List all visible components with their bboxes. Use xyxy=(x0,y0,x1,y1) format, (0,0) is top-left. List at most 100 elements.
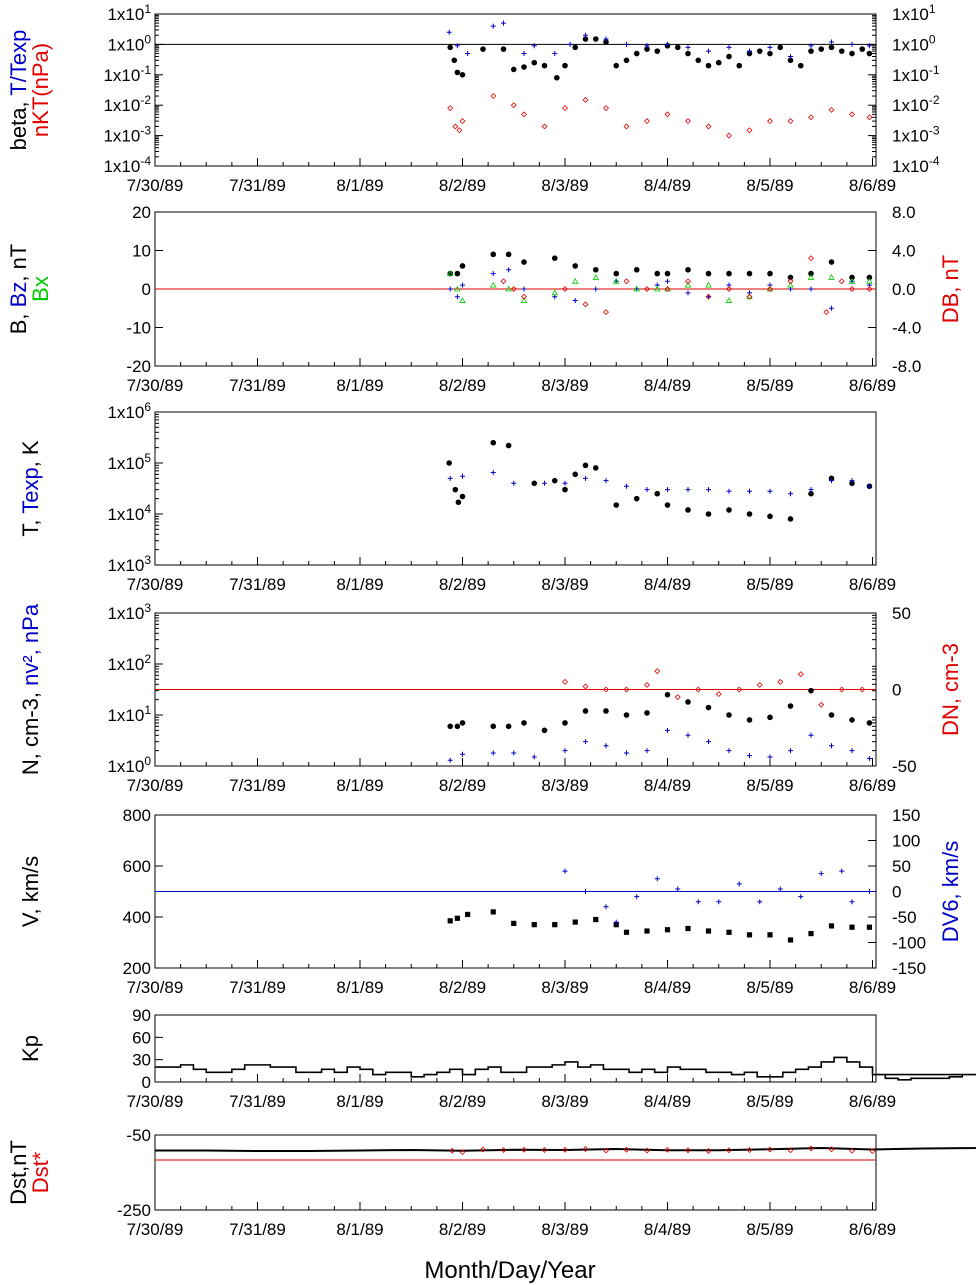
series-bx-point-5 xyxy=(520,297,528,303)
series-n-point-1 xyxy=(454,723,461,730)
x-tick-label: 8/1/89 xyxy=(336,575,383,594)
series-dst-line xyxy=(155,1146,976,1152)
y2-tick-label: 8.0 xyxy=(892,203,916,222)
series-beta-point-37 xyxy=(828,44,835,51)
series-n-point-21 xyxy=(849,717,855,723)
series-db-nt-point-5 xyxy=(603,309,609,316)
y-tick-label: 0 xyxy=(142,1073,151,1092)
series-bx-point-22 xyxy=(866,277,873,284)
y2-axis-title: DN, cm-3 xyxy=(938,643,963,736)
series-b-point-10 xyxy=(633,266,640,273)
series-texp-point-6 xyxy=(583,475,588,481)
x-tick-label: 8/4/89 xyxy=(644,1092,691,1111)
y-tick-label: -20 xyxy=(126,357,151,376)
series-t-texp-point-17 xyxy=(747,48,752,54)
series-beta-point-6 xyxy=(510,66,517,73)
series-beta-point-34 xyxy=(797,62,804,69)
y-tick-label: -50 xyxy=(126,1126,151,1145)
series-dn-cm-3-point-13 xyxy=(818,701,825,708)
series-nkt-npa--point-20 xyxy=(808,114,814,121)
series-n-point-0 xyxy=(447,723,454,730)
series-t-point-3 xyxy=(459,493,466,500)
series-db-nt-point-14 xyxy=(787,278,794,285)
y2-tick-label: 100 xyxy=(892,832,920,851)
series-n-point-20 xyxy=(828,712,835,718)
x-tick-label: 8/1/89 xyxy=(336,376,383,395)
series-nv-npa-point-12 xyxy=(706,739,711,745)
series-nkt-npa--point-22 xyxy=(849,111,855,118)
series-v-point-5 xyxy=(531,922,537,928)
y2-tick-label: 0.0 xyxy=(892,280,916,299)
series-bx-point-7 xyxy=(571,277,579,284)
y-tick-label: 90 xyxy=(132,1006,151,1025)
series-bz-point-4 xyxy=(506,267,512,273)
series-dst--point-4 xyxy=(521,1146,527,1153)
series-beta-point-8 xyxy=(531,59,538,66)
y-tick-label: 0 xyxy=(142,280,151,299)
x-tick-label: 8/2/89 xyxy=(439,978,486,997)
series-nv-npa-point-9 xyxy=(644,748,650,754)
y2-tick-label: 1x10-2 xyxy=(892,93,940,115)
series-nv-npa-point-10 xyxy=(665,727,670,733)
series-db-nt-point-7 xyxy=(644,286,650,292)
series-b-point-4 xyxy=(505,251,512,258)
series-beta-point-0 xyxy=(447,44,454,51)
series-beta-point-16 xyxy=(613,62,620,69)
y2-axis-title: DB, nT xyxy=(938,255,963,323)
series-t-point-11 xyxy=(592,465,599,471)
series-dv6-km-s-point-1 xyxy=(583,889,588,894)
series-texp-point-12 xyxy=(706,487,711,493)
series-t-texp-point-8 xyxy=(567,41,573,47)
y-tick-label: 1x100 xyxy=(107,32,151,54)
series-nv-npa-point-1 xyxy=(460,751,465,757)
series-t-point-1 xyxy=(452,486,459,493)
series-beta-point-5 xyxy=(500,46,507,52)
series-b-point-0 xyxy=(447,270,454,277)
series-nkt-npa--point-1 xyxy=(452,123,459,130)
plot-frame xyxy=(154,1014,877,1083)
series-t xyxy=(446,439,873,522)
series-bz-point-7 xyxy=(572,298,578,304)
x-tick-label: 8/3/89 xyxy=(541,575,588,594)
series-nkt-npa--point-6 xyxy=(521,111,527,118)
y2-tick-label: 0 xyxy=(892,883,901,902)
series-db-nt-point-18 xyxy=(849,286,855,292)
series-dst--point-14 xyxy=(726,1147,732,1154)
series-dst--point-10 xyxy=(644,1147,650,1154)
series-v-point-20 xyxy=(828,923,835,929)
series-bx-point-20 xyxy=(828,274,835,280)
series-dv6-km-s xyxy=(562,868,872,925)
series-dn-cm-3-point-15 xyxy=(859,686,866,693)
series-bx-point-15 xyxy=(725,297,733,303)
series-t-point-13 xyxy=(633,495,640,502)
series-nkt-npa--point-9 xyxy=(582,96,589,103)
series-dn-cm-3-point-6 xyxy=(674,694,681,701)
series-t-point-16 xyxy=(685,507,691,513)
plot-frame xyxy=(154,13,877,167)
y2-tick-label: -100 xyxy=(892,934,926,953)
series-n-point-2 xyxy=(459,720,466,726)
series-t-point-5 xyxy=(505,442,512,449)
series-b xyxy=(447,251,873,281)
x-tick-label: 8/1/89 xyxy=(336,1092,383,1111)
panel-kp: 90 60 30 07/30/89 7/31/89 8/1/89 8/2/89 8/3/89 8… xyxy=(18,1006,976,1111)
series-v-point-4 xyxy=(511,920,517,926)
x-axis-title: Month/Day/Year xyxy=(424,1257,595,1284)
series-bx-point-6 xyxy=(551,289,559,296)
series-nv-npa-point-15 xyxy=(767,754,773,760)
series-b-point-18 xyxy=(787,274,794,281)
series-dv6-km-s-point-15 xyxy=(849,899,855,905)
x-tick-label: 7/31/89 xyxy=(229,978,286,997)
series-t-texp-point-6 xyxy=(531,43,537,49)
series-v-point-19 xyxy=(808,930,814,937)
y-tick-label: 1x106 xyxy=(107,400,151,422)
series-n-point-4 xyxy=(505,723,512,730)
y-tick-label: 1x10-3 xyxy=(103,124,151,146)
series-beta-point-30 xyxy=(756,48,763,54)
x-tick-label: 8/4/89 xyxy=(644,575,691,594)
series-beta-point-17 xyxy=(623,57,630,64)
x-tick-label: 8/5/89 xyxy=(746,978,793,997)
series-dv6-km-s-point-0 xyxy=(562,868,568,874)
series-bx-point-9 xyxy=(612,277,620,284)
series-dv6-km-s-point-7 xyxy=(695,899,701,905)
